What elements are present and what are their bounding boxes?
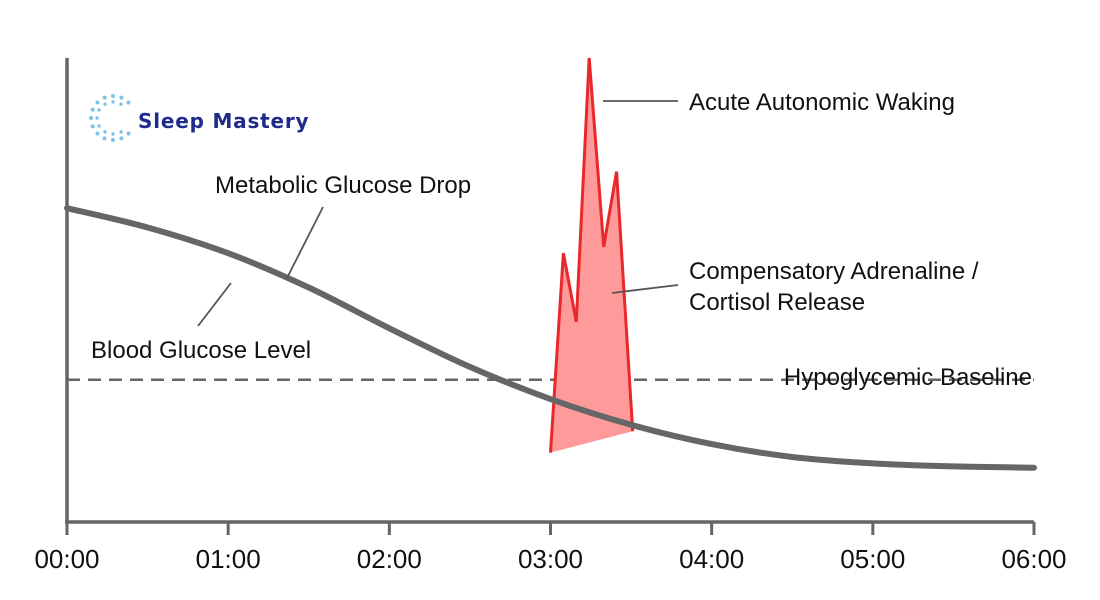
logo-dot [97,108,101,112]
logo-dot [111,100,115,104]
autonomic-waking-label: Acute Autonomic Waking [689,89,955,116]
logo-dot [95,116,99,120]
x-tick-label: 02:00 [357,544,422,574]
logo-dot [119,136,124,141]
dotted-ring-icon [89,94,131,142]
logo-dot [126,100,131,105]
adrenaline-cortisol-line [549,57,635,453]
adrenaline-label-line2: Cortisol Release [689,289,865,316]
x-tick-label: 06:00 [1001,544,1066,574]
x-axis-ticks: 00:00 01:00 02:00 03:00 04:00 05:00 06:00 [34,522,1067,574]
logo-dot [126,131,131,136]
logo-dot [103,130,107,134]
logo-dot [95,131,100,136]
blood-glucose-leader [197,282,232,327]
brand-name: Sleep Mastery [138,109,309,133]
glucose-curve [64,205,1037,471]
adrenaline-leader [611,284,679,294]
logo-dot [102,136,107,141]
metabolic-drop-leader [286,206,324,279]
adrenaline-cortisol-area [550,58,633,453]
x-tick-label: 03:00 [518,544,583,574]
brand-logo: Sleep Mastery [89,94,309,142]
metabolic-drop-label: Metabolic Glucose Drop [215,172,471,199]
logo-dot [119,130,123,134]
logo-dot [119,95,124,100]
logo-dot [102,95,107,100]
x-tick-label: 04:00 [679,544,744,574]
logo-dot [90,124,95,129]
logo-dot [90,107,95,112]
x-tick-label: 00:00 [34,544,99,574]
logo-dot [111,138,115,142]
x-tick-label: 05:00 [840,544,905,574]
logo-dot [89,116,93,120]
logo-dot [97,124,101,128]
logo-dot [95,100,100,105]
baseline-label: Hypoglycemic Baseline [784,364,1032,391]
logo-dot [111,94,115,98]
logo-dot [103,102,107,106]
adrenaline-label-line1: Compensatory Adrenaline / [689,258,979,285]
x-tick-label: 01:00 [196,544,261,574]
logo-dot [111,132,115,136]
logo-dot [119,102,123,106]
blood-glucose-label: Blood Glucose Level [91,337,311,364]
